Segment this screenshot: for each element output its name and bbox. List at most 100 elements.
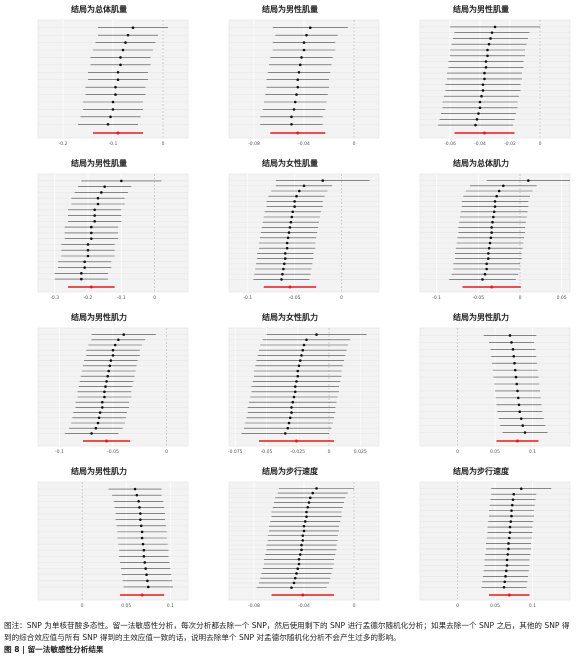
point xyxy=(487,246,491,250)
point xyxy=(86,254,90,258)
x-tick-label: 0.025 xyxy=(354,449,367,455)
point xyxy=(104,385,107,388)
point xyxy=(490,31,494,34)
x-tick-label: -0.1 xyxy=(117,295,126,301)
point xyxy=(511,498,515,501)
x-tick-label: -0.05 xyxy=(107,449,119,455)
point xyxy=(96,196,100,200)
point xyxy=(290,411,293,414)
point xyxy=(93,208,96,212)
panel-title: 结局为总体肌力 xyxy=(453,158,509,168)
point xyxy=(308,26,312,30)
point xyxy=(484,66,488,69)
point xyxy=(297,70,301,74)
plot-area xyxy=(228,327,380,447)
figure-title: 图 8 | 留一法敏感性分析结果 xyxy=(4,645,104,654)
point xyxy=(300,548,303,552)
point xyxy=(474,123,477,127)
point xyxy=(122,333,126,336)
point xyxy=(90,432,93,435)
point xyxy=(292,581,296,585)
point xyxy=(116,70,120,74)
point xyxy=(83,260,86,264)
point xyxy=(100,191,103,194)
point xyxy=(117,338,120,342)
point xyxy=(478,100,482,104)
point xyxy=(305,510,308,514)
overall-point xyxy=(116,131,120,135)
point xyxy=(83,266,86,269)
point xyxy=(302,343,306,347)
point xyxy=(108,364,112,368)
point xyxy=(292,108,296,111)
point xyxy=(96,421,100,425)
point xyxy=(111,354,115,357)
panel-title: 结局为男性肌力 xyxy=(453,312,509,322)
point xyxy=(298,359,302,362)
x-tick-label: -0.1 xyxy=(55,449,64,455)
point xyxy=(315,487,318,490)
point xyxy=(109,115,112,119)
x-tick-label: 0 xyxy=(153,295,156,301)
point xyxy=(105,380,108,383)
point xyxy=(131,26,135,30)
x-tick-label: 0 xyxy=(353,603,356,609)
point xyxy=(287,231,291,234)
point xyxy=(296,78,300,82)
x-tick-label: 0 xyxy=(340,295,343,301)
point xyxy=(492,210,496,214)
overall-point xyxy=(105,439,109,443)
point xyxy=(140,530,144,534)
point xyxy=(477,112,480,115)
point xyxy=(311,491,315,495)
x-tick-label: 0.1 xyxy=(529,449,536,455)
point xyxy=(502,184,505,188)
point xyxy=(146,585,150,589)
point xyxy=(142,555,146,558)
point xyxy=(282,267,285,271)
point xyxy=(512,354,516,358)
point xyxy=(518,410,522,414)
point xyxy=(301,348,305,352)
point xyxy=(300,543,303,547)
overall-point xyxy=(301,593,305,597)
point xyxy=(93,220,96,223)
x-tick-label: -0.1 xyxy=(243,295,252,301)
point xyxy=(485,267,488,271)
point xyxy=(491,220,494,224)
x-tick-label: 0.05 xyxy=(121,603,131,609)
point xyxy=(510,514,513,518)
x-tick-label: 0 xyxy=(456,603,459,609)
point xyxy=(285,246,289,250)
figure: 结局为总体肌量 -0.2 -0.1 0 结局为男性肌量 -0.08 -0.04 0 结局为男性肌… xyxy=(37,4,571,609)
point xyxy=(111,100,115,104)
panel-title: 结局为男性肌量 xyxy=(71,158,127,168)
point xyxy=(288,226,292,229)
x-tick-label: -0.075 xyxy=(228,449,243,455)
point xyxy=(142,548,146,552)
point xyxy=(295,194,298,198)
point xyxy=(502,585,506,589)
point xyxy=(113,343,117,347)
point xyxy=(507,547,510,551)
point xyxy=(302,184,306,188)
x-tick-label: -0.2 xyxy=(59,141,68,147)
point xyxy=(290,115,293,119)
point xyxy=(290,215,294,219)
point xyxy=(293,390,297,394)
point xyxy=(301,539,305,542)
overall-point xyxy=(516,439,519,443)
x-tick-label: -0.05 xyxy=(261,449,273,455)
panel-title: 结局为男性肌力 xyxy=(71,466,127,476)
x-tick-label: -0.05 xyxy=(473,295,485,301)
point xyxy=(86,243,90,246)
point xyxy=(287,421,291,425)
x-tick-label: 0.05 xyxy=(557,295,567,301)
caption: 图注：SNP 为单核苷酸多态性。留一法敏感性分析，每次分析都去除一个 SNP，然… xyxy=(4,620,574,656)
x-tick-label: -0.02 xyxy=(504,141,516,147)
point xyxy=(283,252,287,255)
point xyxy=(126,33,130,37)
x-tick-label: 0 xyxy=(165,449,168,455)
point xyxy=(146,579,149,583)
